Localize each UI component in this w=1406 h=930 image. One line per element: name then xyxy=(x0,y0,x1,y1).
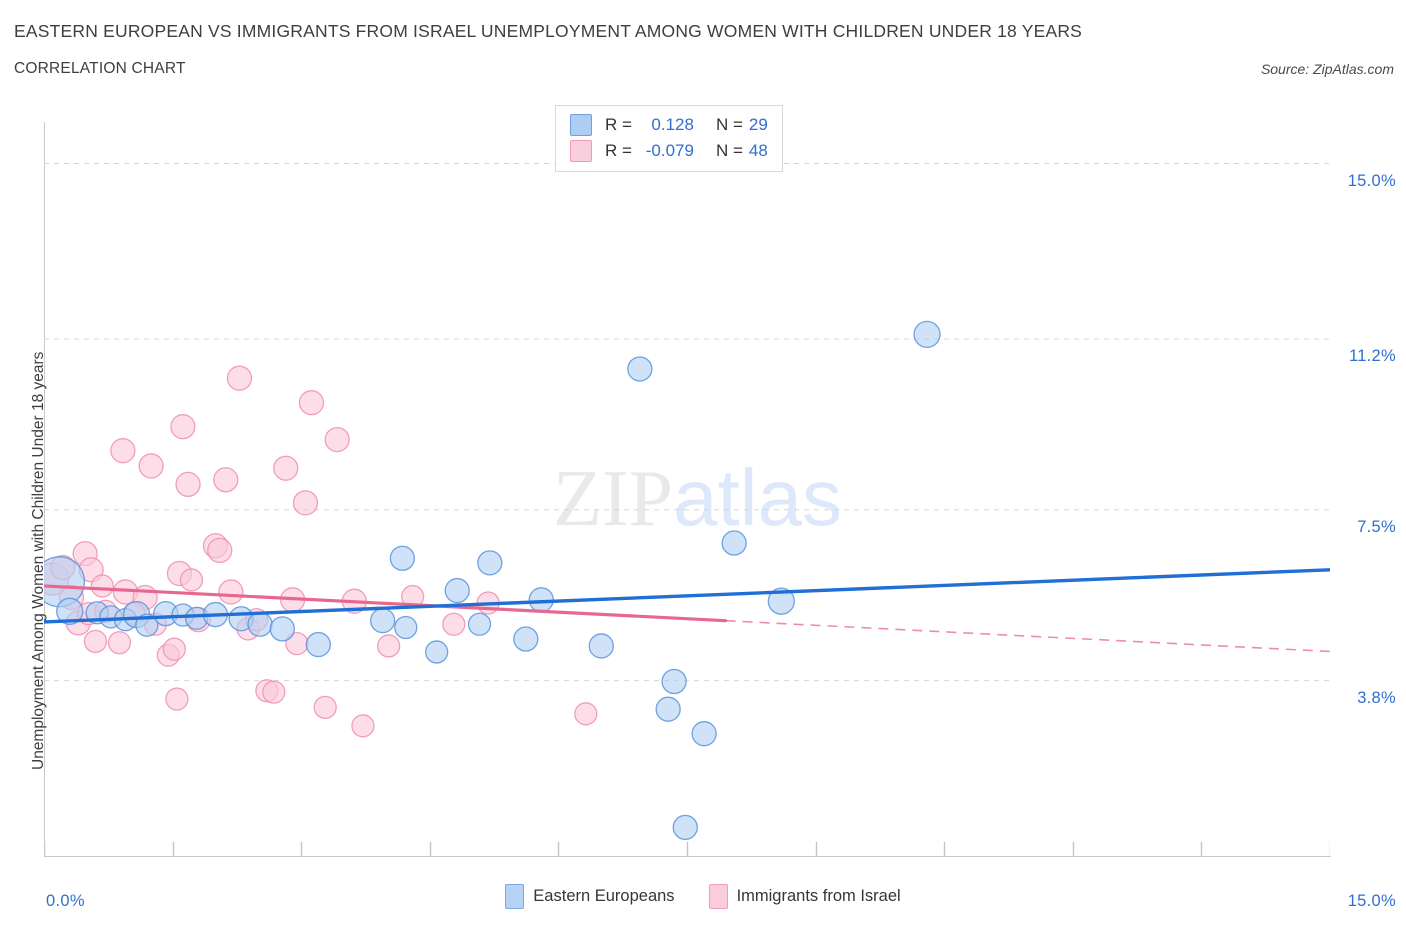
y-tick-label-75: 7.5% xyxy=(1357,517,1396,536)
series-points-immigrants-from-israel xyxy=(44,365,598,738)
stats-r-label-blue: R = xyxy=(605,115,632,134)
data-point xyxy=(661,668,687,695)
data-point xyxy=(269,616,295,642)
plot-svg xyxy=(44,163,1330,856)
data-point xyxy=(588,633,614,659)
x-tick-label-min: 0.0% xyxy=(46,892,85,910)
data-point xyxy=(627,356,653,382)
trend-line-immigrants-from-israel-extrapolated xyxy=(725,619,1330,653)
data-point xyxy=(162,637,186,661)
data-point xyxy=(425,640,449,664)
y-tick-label-38: 3.8% xyxy=(1357,688,1396,707)
stats-n-value-pink: 48 xyxy=(748,141,768,160)
series-points-eastern-europeans xyxy=(44,320,941,841)
data-point xyxy=(369,607,396,634)
data-point xyxy=(513,626,539,652)
y-tick-label-150: 15.0% xyxy=(1347,171,1396,190)
data-point xyxy=(56,597,84,625)
stats-n-label-blue: N = xyxy=(715,115,743,134)
legend-swatch-blue xyxy=(505,884,525,909)
stats-swatch-pink xyxy=(570,140,592,162)
data-point xyxy=(218,579,244,605)
stats-row-eastern-europeans: R = 0.128 N = 29 xyxy=(570,112,768,138)
data-point xyxy=(444,577,470,604)
x-axis-line xyxy=(44,856,1331,857)
data-point xyxy=(138,453,164,479)
stats-n-label-pink: N = xyxy=(715,141,743,160)
data-point xyxy=(691,721,717,747)
data-point xyxy=(313,695,337,720)
data-point xyxy=(175,471,201,498)
stats-r-value-pink: -0.079 xyxy=(645,141,694,160)
y-axis-line xyxy=(44,122,45,856)
scatter-plot-area xyxy=(44,122,1330,856)
correlation-stats-box: R = 0.128 N = 29 R = -0.079 N = 48 xyxy=(555,105,783,172)
series-legend: Eastern Europeans Immigrants from Israel xyxy=(0,884,1406,909)
data-point xyxy=(179,568,204,592)
data-point xyxy=(292,490,319,516)
data-point xyxy=(389,545,416,571)
legend-label-immigrants-from-israel: Immigrants from Israel xyxy=(736,887,901,905)
data-point xyxy=(305,631,331,658)
data-point xyxy=(247,611,273,637)
legend-item-immigrants-from-israel[interactable]: Immigrants from Israel xyxy=(708,884,901,909)
data-point xyxy=(165,687,189,711)
data-point xyxy=(83,629,108,653)
data-point xyxy=(90,574,114,598)
legend-label-eastern-europeans: Eastern Europeans xyxy=(533,887,675,905)
data-point xyxy=(324,426,350,453)
data-point xyxy=(107,631,132,655)
data-point xyxy=(351,714,375,738)
x-tick-label-max: 15.0% xyxy=(1347,892,1396,910)
data-point xyxy=(226,365,253,391)
stats-n-value-blue: 29 xyxy=(748,115,768,134)
trend-line-eastern-europeans xyxy=(44,568,1330,624)
y-tick-label-112: 11.2% xyxy=(1348,346,1396,365)
source-label: Source: ZipAtlas.com xyxy=(1260,61,1394,77)
page-title: EASTERN EUROPEAN VS IMMIGRANTS FROM ISRA… xyxy=(14,21,1083,41)
stats-r-value-blue: 0.128 xyxy=(651,115,694,134)
data-point xyxy=(442,612,466,636)
data-point xyxy=(376,634,401,658)
stats-r-label-pink: R = xyxy=(605,141,632,160)
data-point xyxy=(298,390,325,416)
data-point xyxy=(767,587,795,615)
legend-item-eastern-europeans[interactable]: Eastern Europeans xyxy=(505,884,675,909)
data-point xyxy=(207,537,233,564)
data-point xyxy=(574,702,598,726)
chart-subtitle: CORRELATION CHART xyxy=(14,60,186,77)
legend-swatch-pink xyxy=(708,884,728,909)
stats-row-immigrants-from-israel: R = -0.079 N = 48 xyxy=(570,138,768,164)
trend-line-immigrants-from-israel xyxy=(44,584,728,623)
data-point xyxy=(110,438,136,464)
data-point xyxy=(477,550,503,576)
data-point xyxy=(913,320,941,349)
data-point xyxy=(213,467,239,493)
data-point xyxy=(170,414,196,440)
data-point xyxy=(467,612,492,636)
data-point xyxy=(655,696,681,722)
data-point xyxy=(721,530,747,556)
data-point xyxy=(672,814,698,841)
data-point xyxy=(394,615,418,640)
stats-swatch-blue xyxy=(570,114,592,136)
data-point xyxy=(262,680,286,704)
data-point xyxy=(273,455,299,481)
